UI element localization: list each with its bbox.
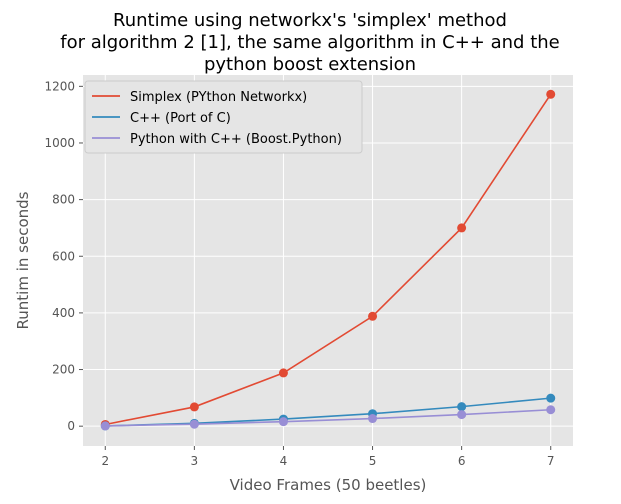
legend: Simplex (PYthon Networkx) C++ (Port of C)… [84,80,363,154]
chart-title: Runtime using networkx's 'simplex' metho… [60,10,559,75]
series-lines [100,89,556,431]
series-3-point [100,421,110,431]
series-2-point [457,402,467,412]
y-tick-label: 400 [52,306,75,320]
series-3-point [457,410,467,420]
legend-entry-label: Python with C++ (Boost.Python) [130,132,342,147]
series-1-point [457,223,467,233]
x-tick-labels: 2 3 4 5 6 7 [101,446,555,468]
title-line: python boost extension [204,54,416,75]
series-line-1 [105,93,552,426]
y-tick-labels: 0 200 400 600 800 1000 1200 [44,79,83,433]
x-axis-label: Video Frames (50 beetles) [230,476,427,494]
x-tick-label: 5 [369,454,377,468]
title-line: for algorithm 2 [1], the same algorithm … [60,32,559,53]
series-line-3 [105,408,551,427]
series-2-point [546,393,556,403]
y-tick-label: 1000 [44,136,75,150]
series-1-point [189,402,199,412]
legend-entry-label: Simplex (PYthon Networkx) [130,90,307,105]
y-tick-label: 1200 [44,79,75,93]
series-1-point [546,89,556,99]
y-axis-label: Runtim in seconds [14,191,32,329]
x-tick-label: 6 [458,454,466,468]
legend-entry-label: C++ (Port of C) [130,111,231,126]
series-3-point [189,419,199,429]
x-tick-label: 4 [280,454,288,468]
y-tick-label: 800 [52,193,75,207]
x-tick-label: 2 [101,454,109,468]
legend-box [84,80,363,154]
x-tick-label: 7 [547,454,555,468]
x-tick-label: 3 [191,454,199,468]
series-3-point [368,414,378,424]
title-line: Runtime using networkx's 'simplex' metho… [113,10,507,31]
series-3-point [278,417,288,427]
y-tick-label: 600 [52,249,75,263]
y-tick-label: 200 [52,363,75,377]
y-tick-label: 0 [67,419,75,433]
series-1-point [278,368,288,378]
series-3-point [546,405,556,415]
series-1-point [368,311,378,321]
